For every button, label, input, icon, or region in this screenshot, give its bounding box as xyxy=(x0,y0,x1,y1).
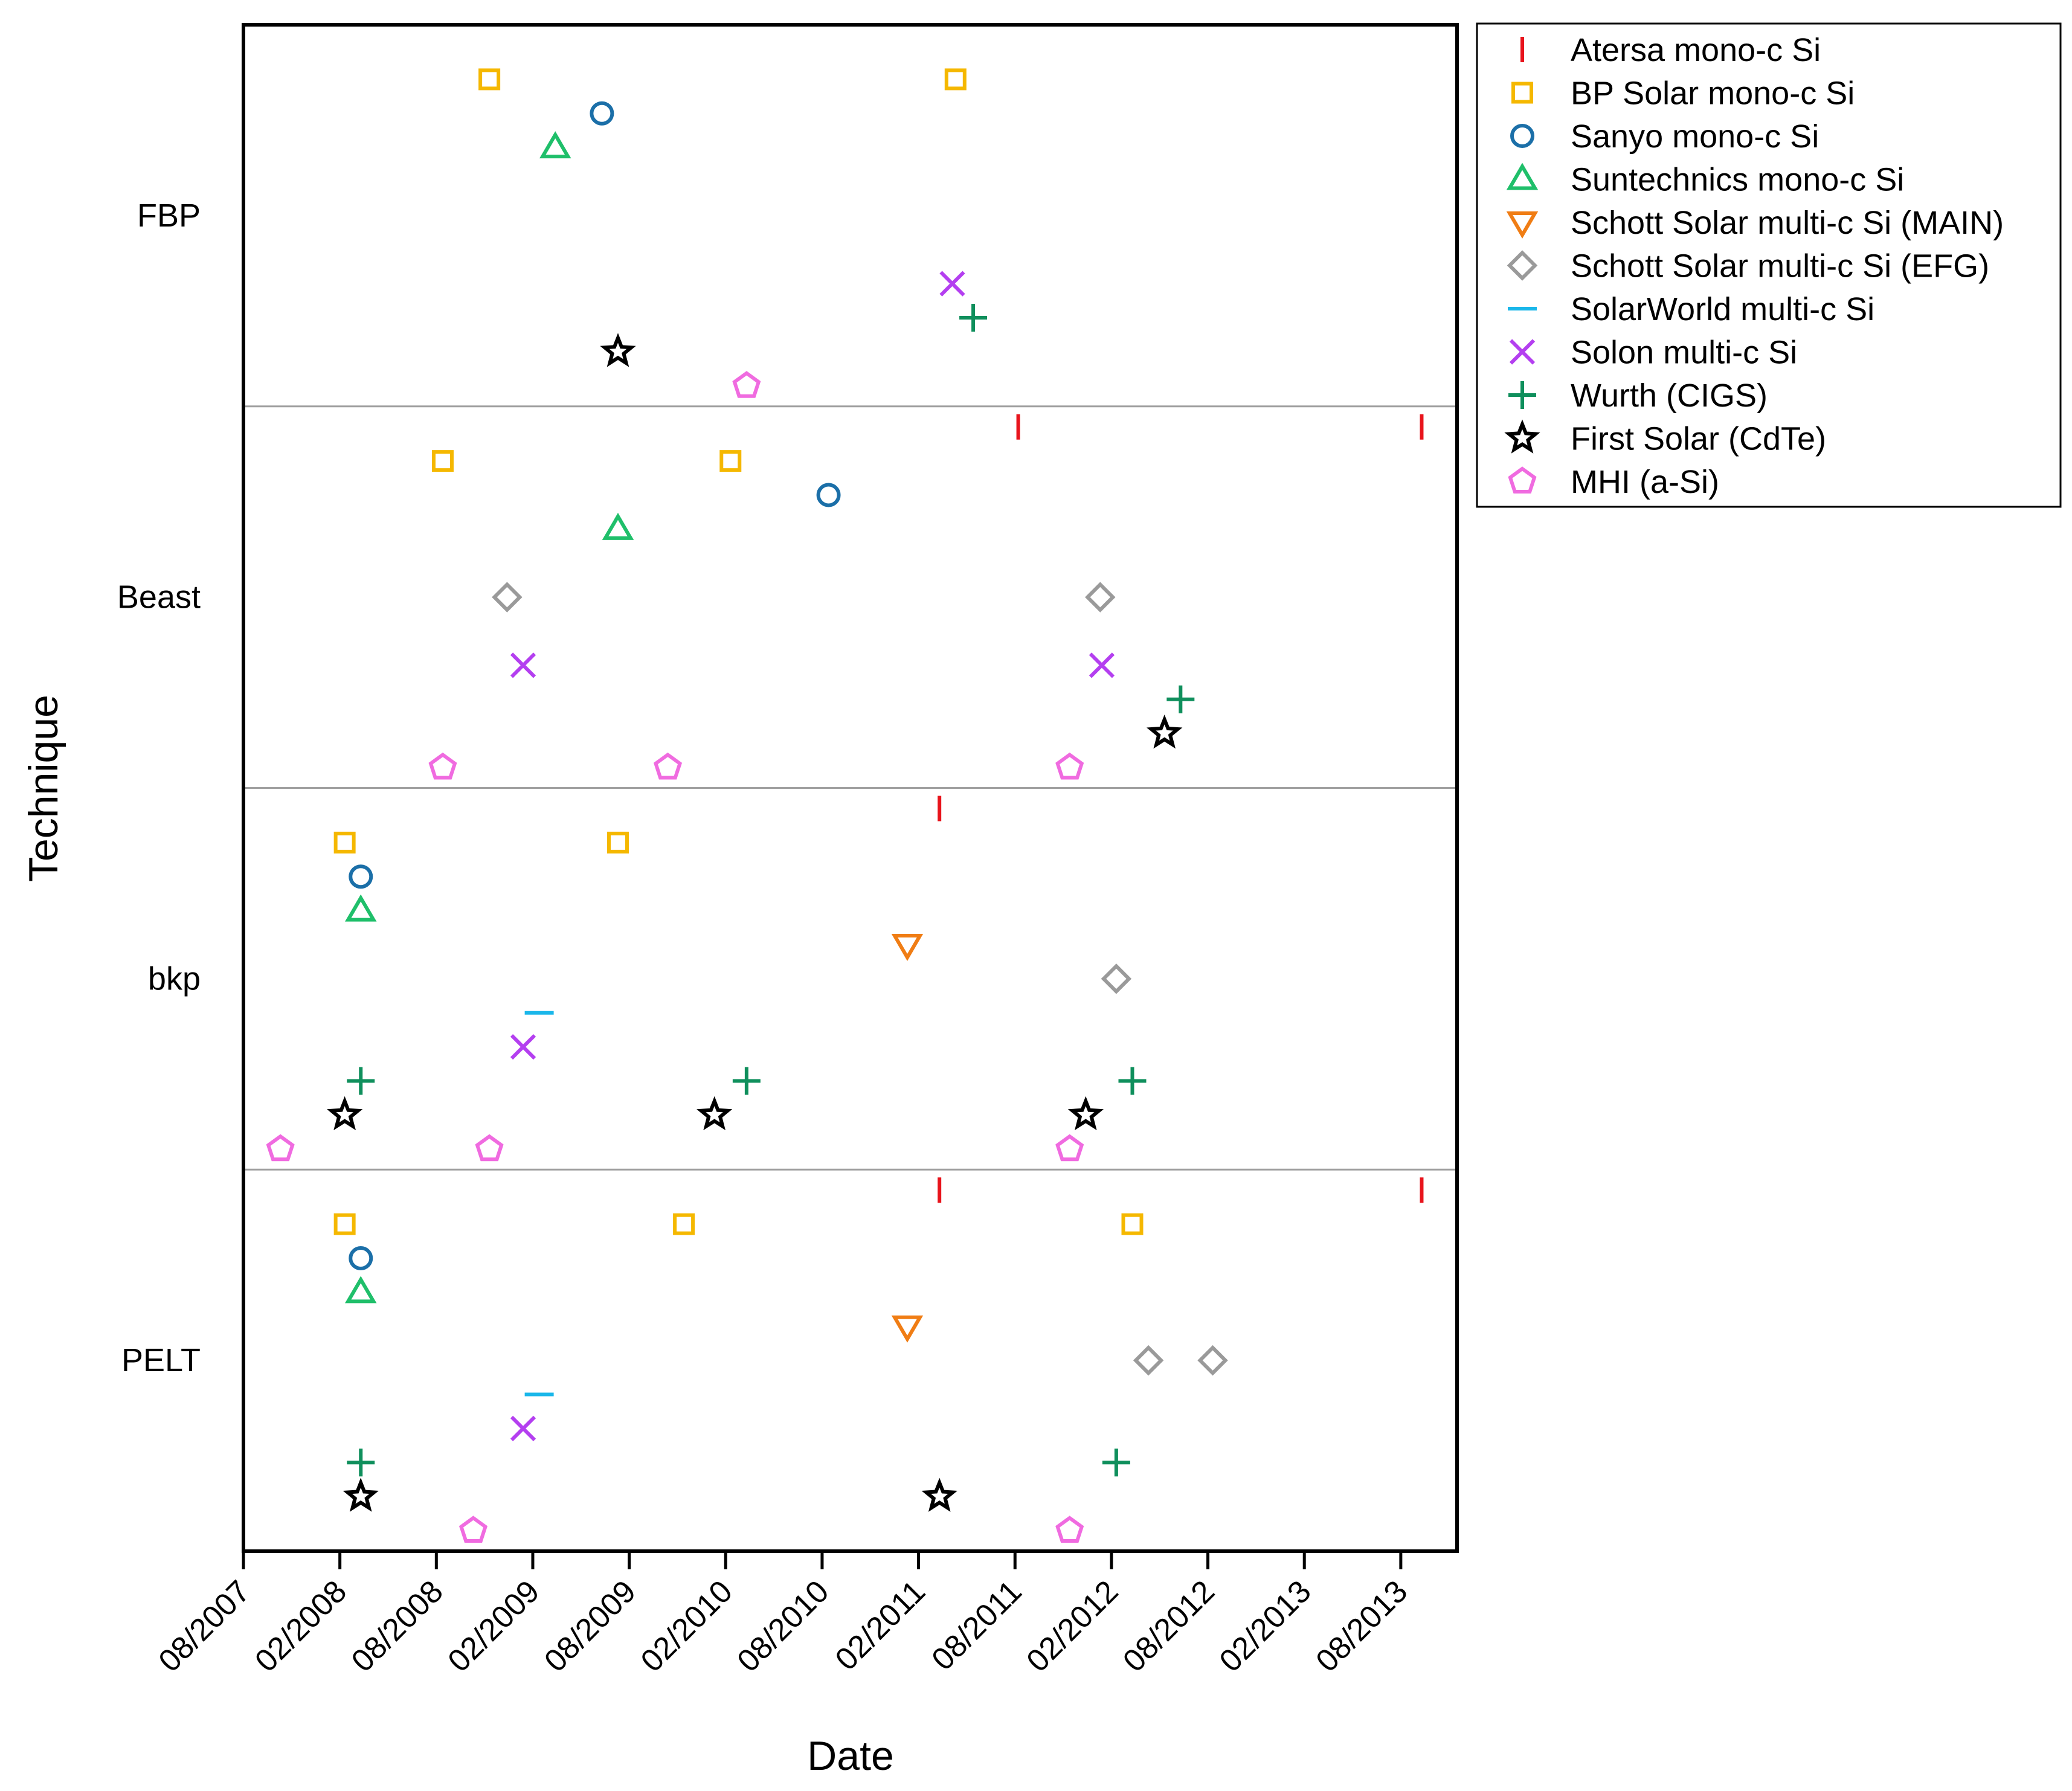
point-suntechnics-mono-c-si-bkp xyxy=(345,894,377,922)
category-label-pelt: PELT xyxy=(121,1342,201,1378)
point-schott-solar-multi-c-si-efg-beast xyxy=(1085,582,1116,613)
plot-area-frame xyxy=(242,23,1459,1553)
series-solon-multi-c-si xyxy=(510,271,1115,1442)
point-bp-solar-mono-c-si-pelt xyxy=(1121,1213,1144,1235)
point-sanyo-mono-c-si-bkp xyxy=(349,864,373,889)
point-wurth-cigs-pelt xyxy=(1102,1449,1130,1477)
point-mhi-a-si-pelt xyxy=(1055,1516,1084,1543)
point-first-solar-cdte-bkp xyxy=(1067,1096,1104,1131)
legend-label-atersa-mono-c-si: Atersa mono-c Si xyxy=(1571,32,1821,68)
point-mhi-a-si-bkp xyxy=(1055,1134,1084,1162)
point-suntechnics-mono-c-si-pelt xyxy=(345,1276,377,1304)
series-wurth-cigs xyxy=(347,304,1195,1477)
series-schott-solar-multi-c-si-efg xyxy=(492,582,1228,1376)
point-schott-solar-multi-c-si-efg-beast xyxy=(492,582,523,613)
legend-marker-bp-solar-mono-c-si xyxy=(1511,82,1533,104)
category-label-beast: Beast xyxy=(117,579,201,616)
legend-label-first-solar-cdte: First Solar (CdTe) xyxy=(1571,421,1826,457)
point-solon-multi-c-si-beast xyxy=(1089,652,1115,678)
point-solon-multi-c-si-pelt xyxy=(510,1415,536,1442)
legend-marker-suntechnics-mono-c-si xyxy=(1506,162,1539,190)
legend-label-schott-solar-multi-c-si-efg: Schott Solar multi-c Si (EFG) xyxy=(1571,248,1989,285)
point-wurth-cigs-fbp xyxy=(959,304,988,332)
point-bp-solar-mono-c-si-beast xyxy=(431,450,454,472)
series-solarworld-multi-c-si xyxy=(524,1011,554,1397)
point-sanyo-mono-c-si-pelt xyxy=(349,1246,373,1270)
band-dividers xyxy=(243,405,1457,1171)
point-bp-solar-mono-c-si-beast xyxy=(719,450,742,472)
series-mhi-a-si xyxy=(266,371,1084,1543)
point-bp-solar-mono-c-si-pelt xyxy=(333,1213,356,1235)
point-mhi-a-si-bkp xyxy=(266,1134,295,1162)
x-axis-title: Date xyxy=(807,1733,894,1779)
point-wurth-cigs-bkp xyxy=(347,1067,375,1095)
point-schott-solar-multi-c-si-efg-bkp xyxy=(1101,963,1132,994)
point-schott-solar-multi-c-si-main-bkp xyxy=(891,934,924,961)
point-schott-solar-multi-c-si-efg-pelt xyxy=(1133,1345,1164,1376)
legend-marker-sanyo-mono-c-si xyxy=(1510,124,1534,148)
point-bp-solar-mono-c-si-pelt xyxy=(673,1213,695,1235)
point-mhi-a-si-beast xyxy=(1055,752,1084,780)
point-first-solar-cdte-pelt xyxy=(921,1477,957,1512)
series-bp-solar-mono-c-si xyxy=(333,68,1144,1235)
point-mhi-a-si-pelt xyxy=(458,1516,488,1543)
series-atersa-mono-c-si xyxy=(938,414,1424,1203)
point-schott-solar-multi-c-si-main-pelt xyxy=(891,1315,924,1343)
point-sanyo-mono-c-si-fbp xyxy=(590,101,614,126)
point-first-solar-cdte-beast xyxy=(1147,714,1183,749)
point-bp-solar-mono-c-si-fbp xyxy=(478,68,501,91)
point-schott-solar-multi-c-si-efg-pelt xyxy=(1197,1345,1228,1376)
point-wurth-cigs-pelt xyxy=(347,1449,375,1477)
point-sanyo-mono-c-si-beast xyxy=(816,483,841,507)
legend-label-solon-multi-c-si: Solon multi-c Si xyxy=(1571,335,1797,371)
legend-label-schott-solar-multi-c-si-main: Schott Solar multi-c Si (MAIN) xyxy=(1571,205,2004,241)
legend-label-bp-solar-mono-c-si: BP Solar mono-c Si xyxy=(1571,76,1855,112)
legend: Atersa mono-c Si BP Solar mono-c Si Sanyo … xyxy=(1476,22,2062,508)
point-bp-solar-mono-c-si-fbp xyxy=(944,68,967,91)
point-suntechnics-mono-c-si-fbp xyxy=(539,131,571,159)
series-first-solar-cdte xyxy=(327,333,1183,1512)
legend-marker-solon-multi-c-si xyxy=(1509,339,1536,365)
point-wurth-cigs-bkp xyxy=(1118,1067,1147,1095)
point-mhi-a-si-bkp xyxy=(475,1134,504,1162)
point-wurth-cigs-bkp xyxy=(732,1067,761,1095)
series-suntechnics-mono-c-si xyxy=(345,131,634,1304)
legend-marker-mhi-a-si xyxy=(1508,466,1537,494)
legend-marker-schott-solar-multi-c-si-efg xyxy=(1507,250,1538,281)
data-points xyxy=(266,68,1424,1543)
point-bp-solar-mono-c-si-bkp xyxy=(606,831,629,854)
point-mhi-a-si-beast xyxy=(653,752,683,780)
point-wurth-cigs-beast xyxy=(1166,685,1195,713)
legend-label-solarworld-multi-c-si: SolarWorld multi-c Si xyxy=(1571,291,1874,327)
point-bp-solar-mono-c-si-bkp xyxy=(333,831,356,854)
y-axis-title: Technique xyxy=(21,695,66,882)
legend-marker-wurth-cigs xyxy=(1508,381,1536,409)
legend-label-sanyo-mono-c-si: Sanyo mono-c Si xyxy=(1571,118,1819,155)
point-solon-multi-c-si-fbp xyxy=(939,271,965,297)
point-solon-multi-c-si-bkp xyxy=(510,1034,536,1060)
point-mhi-a-si-beast xyxy=(428,752,457,780)
category-label-fbp: FBP xyxy=(137,198,201,234)
point-first-solar-cdte-fbp xyxy=(600,333,636,367)
legend-marker-schott-solar-multi-c-si-main xyxy=(1506,211,1539,239)
legend-label-mhi-a-si: MHI (a-Si) xyxy=(1571,464,1719,500)
legend-label-suntechnics-mono-c-si: Suntechnics mono-c Si xyxy=(1571,162,1904,198)
point-solon-multi-c-si-beast xyxy=(510,652,536,678)
point-first-solar-cdte-pelt xyxy=(343,1477,379,1512)
legend-label-wurth-cigs: Wurth (CIGS) xyxy=(1571,378,1768,414)
legend-frame xyxy=(1476,22,2062,508)
category-label-bkp: bkp xyxy=(148,960,201,997)
point-mhi-a-si-fbp xyxy=(732,371,761,398)
point-first-solar-cdte-bkp xyxy=(327,1096,363,1131)
series-schott-solar-multi-c-si-main xyxy=(891,934,924,1343)
legend-marker-first-solar-cdte xyxy=(1504,419,1540,454)
series-sanyo-mono-c-si xyxy=(349,101,841,1270)
point-first-solar-cdte-bkp xyxy=(697,1096,733,1131)
point-suntechnics-mono-c-si-beast xyxy=(602,512,634,540)
y-category-labels: FBP Beast bkp PELT xyxy=(117,198,201,1378)
